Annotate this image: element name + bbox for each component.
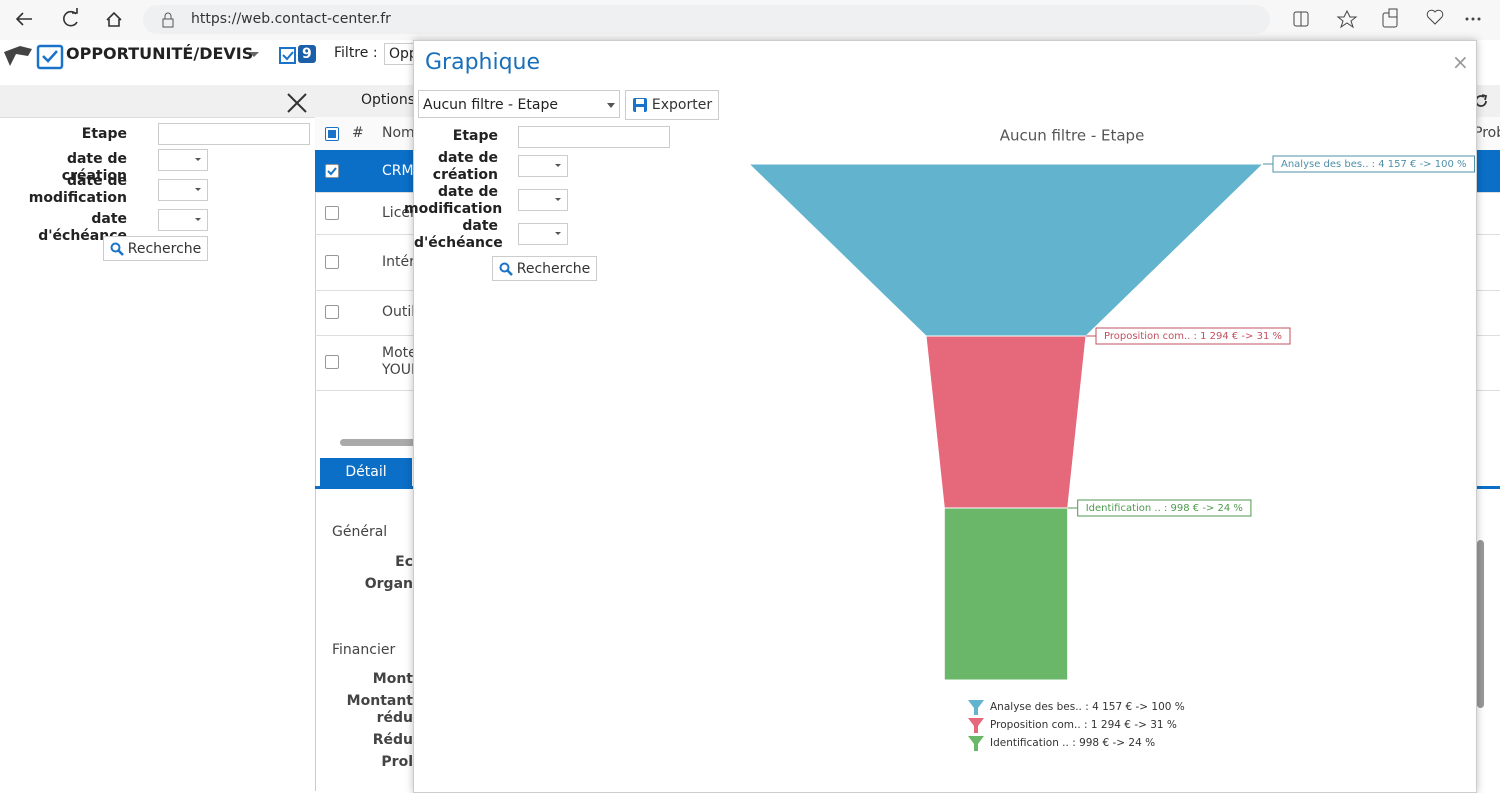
legend-icon xyxy=(968,736,984,751)
row-checkbox[interactable] xyxy=(325,206,339,220)
lock-icon xyxy=(162,12,174,28)
row-name: Mote YOUI xyxy=(382,345,417,378)
task-icon xyxy=(279,47,296,64)
date-select[interactable] xyxy=(158,149,208,171)
legend-icon xyxy=(968,718,984,733)
chart-select-value: Aucun filtre - Etape xyxy=(423,97,558,113)
export-label: Exporter xyxy=(651,97,713,113)
funnel-segment xyxy=(925,335,1087,509)
app-title[interactable]: OPPORTUNITÉ/DEVIS xyxy=(66,44,254,63)
nav-icons xyxy=(15,8,122,27)
detail-label: Montant rédu xyxy=(346,693,413,726)
legend-icon xyxy=(968,700,984,715)
browser-bar: https://web.contact-center.fr xyxy=(0,0,1500,40)
dropdown-arrow xyxy=(607,103,615,108)
search-label: Recherche xyxy=(127,240,202,257)
data-label: Analyse des bes.. : 4 157 € -> 100 % xyxy=(1281,159,1467,170)
legend-label: Analyse des bes.. : 4 157 € -> 100 % xyxy=(990,701,1185,713)
label-box xyxy=(1272,155,1476,173)
field-label: date de modification xyxy=(28,173,127,206)
check-icon xyxy=(327,167,337,176)
url: https://web.contact-center.fr xyxy=(191,11,391,27)
modal-close[interactable]: × xyxy=(1452,50,1469,74)
field-label: date de modification xyxy=(404,184,503,217)
address-bar[interactable]: https://web.contact-center.fr xyxy=(143,5,1270,34)
detail-label: Mont xyxy=(372,671,413,687)
legend-label: Proposition com.. : 1 294 € -> 31 % xyxy=(990,719,1177,731)
badge-count: 9 xyxy=(298,45,316,63)
row-name: CRM xyxy=(382,163,414,179)
task-badge[interactable]: 9 xyxy=(278,44,318,66)
select-all[interactable] xyxy=(325,127,339,141)
chart-title: Aucun filtre - Etape xyxy=(1000,127,1145,145)
date-select[interactable] xyxy=(518,223,568,245)
row-checkbox[interactable] xyxy=(325,305,339,319)
field-input[interactable] xyxy=(158,123,310,145)
detail-tab[interactable]: Détail xyxy=(320,458,412,486)
data-label: Identification .. : 998 € -> 24 % xyxy=(1086,503,1243,514)
field-input[interactable] xyxy=(518,126,670,148)
field-label: date de création xyxy=(61,151,127,184)
row-name: Intér xyxy=(382,254,415,270)
row-name: Outil xyxy=(382,304,416,320)
field-label: Etape xyxy=(81,126,127,142)
legend-label: Identification .. : 998 € -> 24 % xyxy=(990,737,1155,749)
app-logo xyxy=(4,44,64,70)
chart: Aucun filtre - Etape Analyse des bes.. :… xyxy=(747,127,1476,751)
v-scrollbar[interactable] xyxy=(1477,540,1484,708)
field-label: Etape xyxy=(452,128,498,144)
h-scrollbar[interactable] xyxy=(340,439,420,446)
search-icon xyxy=(499,262,513,276)
detail-label: Prol xyxy=(381,754,413,770)
funnel-segment xyxy=(747,163,1265,337)
close-panel[interactable] xyxy=(286,92,308,114)
column-header[interactable]: # xyxy=(352,125,364,141)
save-icon xyxy=(632,98,647,112)
detail-label: Organ xyxy=(364,576,413,592)
detail-label: Ec xyxy=(395,554,413,570)
row-checkbox[interactable] xyxy=(325,164,339,178)
row-checkbox[interactable] xyxy=(325,255,339,269)
chart-select[interactable]: Aucun filtre - Etape xyxy=(418,90,620,118)
column-header[interactable]: Nom xyxy=(382,125,415,141)
modal-title: Graphique xyxy=(425,50,541,75)
left-panel: Etape date de création date de modificat… xyxy=(0,85,316,791)
search-icon xyxy=(110,242,124,256)
data-label: Proposition com.. : 1 294 € -> 31 % xyxy=(1104,331,1282,342)
field-label: date de création xyxy=(432,150,498,183)
detail-label: Rédu xyxy=(372,732,413,748)
browser-icons xyxy=(1293,8,1481,29)
date-select[interactable] xyxy=(518,189,568,211)
search-button[interactable]: Recherche xyxy=(103,236,208,261)
label-box xyxy=(1077,499,1252,517)
export-button[interactable]: Exporter xyxy=(625,90,719,120)
dropdown-arrow xyxy=(249,52,259,57)
search-button[interactable]: Recherche xyxy=(492,256,597,281)
date-select[interactable] xyxy=(158,179,208,201)
row-name: Licen xyxy=(382,205,419,221)
search-label: Recherche xyxy=(516,260,591,277)
field-label: date d'échéance xyxy=(414,218,503,251)
modal: Graphique × Aucun filtre - Etape Exporte… xyxy=(404,40,1477,793)
date-select[interactable] xyxy=(158,209,208,231)
panel-header xyxy=(0,85,315,118)
section-title: Général xyxy=(332,524,388,540)
filter-label: Filtre : xyxy=(334,45,378,61)
label-box xyxy=(1095,327,1291,345)
date-select[interactable] xyxy=(518,155,568,177)
column-header[interactable]: Prob xyxy=(1474,125,1500,141)
row-checkbox[interactable] xyxy=(325,355,339,369)
section-title: Financier xyxy=(332,642,396,658)
funnel-segment xyxy=(943,507,1069,681)
options-label[interactable]: Options xyxy=(361,92,416,108)
